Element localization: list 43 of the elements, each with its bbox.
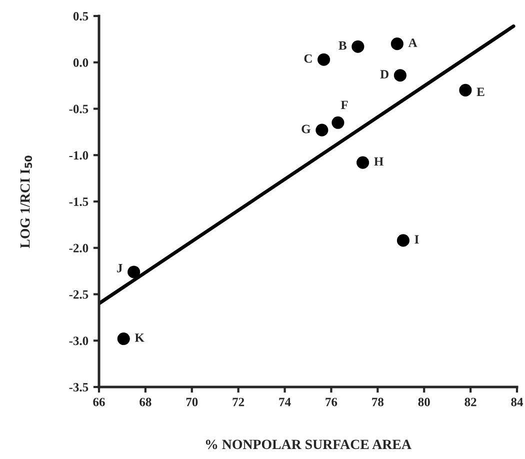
x-tick-label: 72 [232,398,244,406]
y-tick-label: -1.5 [69,198,88,206]
point [459,84,472,96]
annotation: D [380,70,388,78]
point [352,40,364,53]
point [356,156,370,169]
x-tick-label: 70 [186,398,198,406]
annotation: G [302,124,310,134]
point [396,234,410,247]
y-tick-label: -3.0 [69,336,88,346]
x-tick-label: 80 [418,398,430,406]
annotation: K [134,334,144,342]
point [332,116,344,129]
point [128,266,140,278]
point [390,38,404,50]
x-tick-label: 66 [93,398,105,406]
y-tick-label: -0.5 [69,104,88,114]
y-tick-label: -2.0 [69,244,88,252]
annotation: E [476,88,484,96]
x-tick-label: 68 [140,398,152,406]
y-tick-label: -2.5 [69,290,88,299]
x-tick-label: 84 [511,398,524,406]
annotation: B [338,41,346,50]
y-tick-label: -3.5 [69,383,88,392]
annotation: A [408,38,418,47]
annotation: C [304,54,312,63]
x-tick-label: 82 [464,398,476,406]
x-tick-label: 78 [372,398,384,406]
annotation: F [340,100,348,109]
annotation: J [117,264,122,272]
y-tick-label: 0.0 [73,58,88,67]
annotation: I [414,235,419,244]
y-tick-label: -1.0 [69,151,88,160]
point [394,69,406,82]
y-axis-title: LOG 1/RCI I$_{50}$ [20,156,32,248]
x-axis-title: % NONPOLAR SURFACE AREA [206,440,412,450]
y-tick-label: 0.5 [73,12,88,21]
x-tick-label: 76 [326,398,338,406]
point [316,124,328,136]
point [318,53,330,66]
x-tick-label: 74 [279,398,291,406]
point [117,332,130,346]
annotation: H [374,157,384,166]
